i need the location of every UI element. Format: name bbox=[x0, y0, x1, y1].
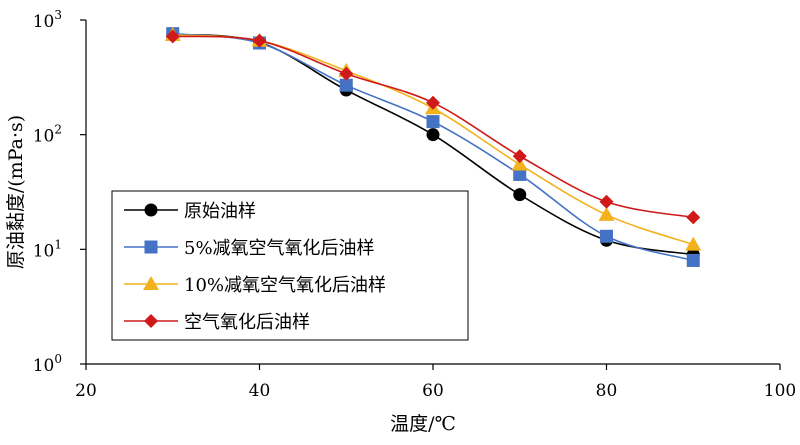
series-3 bbox=[165, 29, 701, 225]
data-point bbox=[686, 210, 701, 225]
x-tick-label: 80 bbox=[596, 381, 618, 401]
legend-item: 空气氧化后油样 bbox=[124, 312, 310, 333]
data-point bbox=[686, 253, 700, 267]
data-point bbox=[511, 156, 528, 171]
x-tick-label: 40 bbox=[249, 381, 271, 401]
data-point bbox=[426, 115, 440, 129]
y-axis-title: 原油黏度/(mPa·s) bbox=[5, 115, 27, 269]
data-point bbox=[685, 236, 702, 251]
y-tick-label: 100 bbox=[33, 352, 62, 376]
data-point bbox=[598, 206, 615, 221]
x-tick-label: 60 bbox=[422, 381, 444, 401]
legend-label: 5%减氧空气氧化后油样 bbox=[184, 238, 375, 259]
y-tick-label: 102 bbox=[33, 123, 62, 147]
x-axis-title: 温度/℃ bbox=[390, 413, 456, 435]
legend-item: 原始油样 bbox=[124, 201, 256, 222]
data-point bbox=[512, 149, 527, 164]
x-tick-label: 20 bbox=[75, 381, 97, 401]
legend-marker bbox=[144, 314, 158, 328]
legend-label: 空气氧化后油样 bbox=[184, 312, 310, 333]
legend-label: 10%减氧空气氧化后油样 bbox=[184, 275, 386, 296]
data-point bbox=[426, 95, 440, 110]
y-tick-label: 101 bbox=[33, 237, 62, 261]
data-point bbox=[339, 66, 354, 81]
data-point bbox=[599, 194, 614, 209]
legend-item: 5%减氧空气氧化后油样 bbox=[124, 238, 375, 259]
data-point bbox=[600, 229, 613, 243]
legend-marker bbox=[143, 276, 159, 290]
y-tick-label: 103 bbox=[33, 8, 62, 32]
legend-item: 10%减氧空气氧化后油样 bbox=[124, 275, 386, 296]
x-tick-label: 100 bbox=[764, 381, 796, 401]
data-point bbox=[252, 33, 267, 48]
data-point bbox=[165, 29, 180, 44]
legend-box bbox=[111, 190, 469, 341]
legend-marker bbox=[144, 240, 158, 254]
data-point bbox=[339, 78, 353, 92]
legend-label: 原始油样 bbox=[184, 201, 256, 222]
legend-marker bbox=[144, 203, 158, 217]
data-point bbox=[426, 128, 440, 142]
data-point bbox=[513, 188, 527, 202]
data-point bbox=[513, 167, 527, 181]
